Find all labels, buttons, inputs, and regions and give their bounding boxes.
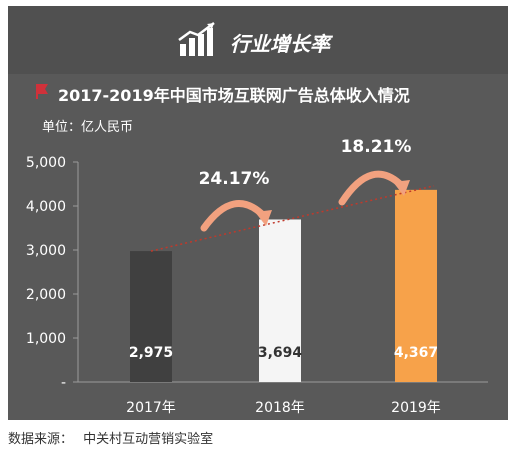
growth-bars-icon [178,22,215,56]
flag-icon [36,84,48,99]
y-tick-label: 3,000 [26,243,66,259]
data-label: 4,367 [394,345,438,361]
data-label: 2,975 [129,345,173,361]
growth-arrow-head [255,210,272,226]
bar-0 [130,251,172,382]
footer-source: 中关村互动营销实验室 [83,432,214,447]
x-tick-label: 2018年 [255,400,305,416]
y-tick-label: 1,000 [26,331,66,347]
trend-line [150,185,435,252]
header-band [8,6,508,74]
chart-panel: 行业增长率 2017-2019年中国市场互联网广告总体收入情况 单位：亿人民币 … [8,6,508,420]
bar-2 [395,189,437,382]
growth-arrow-head [393,180,410,196]
y-tick-label: 4,000 [26,199,66,215]
growth-arrow [200,200,268,232]
x-tick-label: 2019年 [391,400,441,416]
y-tick-label: 5,000 [26,155,66,171]
unit-label: 单位：亿人民币 [42,120,134,135]
data-label: 3,694 [258,345,303,361]
growth-label: 18.21% [341,137,412,157]
chart-title: 2017-2019年中国市场互联网广告总体收入情况 [58,86,410,105]
header-title: 行业增长率 [230,32,330,56]
footer-label: 数据来源： [8,432,74,447]
growth-arrow [338,170,406,206]
growth-label: 24.17% [199,169,270,189]
y-tick-label: 2,000 [26,287,66,303]
x-tick-label: 2017年 [126,400,176,416]
bar-1 [259,219,301,382]
y-tick-label: - [61,375,66,391]
footer: 数据来源： 中关村互动营销实验室 [8,428,213,447]
bar-chart: - 1,000 2,000 3,000 4,000 5,000 2,975 2017年 3,69… [26,137,488,416]
